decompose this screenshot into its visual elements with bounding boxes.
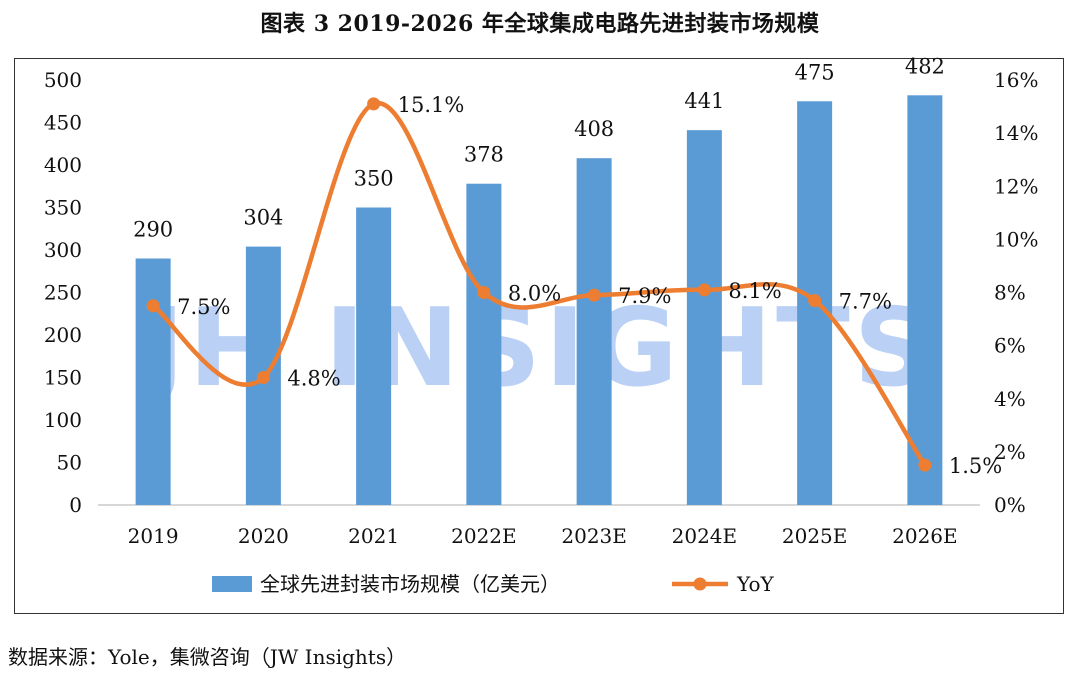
bar-data-label: 408 (574, 117, 614, 141)
y-right-tick-label: 2% (994, 440, 1026, 464)
y-left-tick-label: 300 (44, 238, 82, 262)
y-left-tick-label: 150 (44, 366, 82, 390)
legend-label-line: YoY (736, 572, 775, 596)
yoy-data-label: 8.1% (728, 279, 781, 303)
yoy-data-label: 7.5% (177, 295, 230, 319)
y-left-tick-label: 450 (44, 111, 82, 135)
yoy-marker (477, 286, 491, 299)
yoy-marker (146, 299, 160, 313)
bar (466, 183, 502, 505)
source-note: 数据来源：Yole，集微咨询（JW Insights） (8, 645, 407, 669)
x-tick-label: 2026E (892, 524, 958, 548)
yoy-marker (697, 283, 711, 297)
yoy-marker (367, 97, 381, 111)
y-right-tick-label: 10% (994, 227, 1038, 251)
bar-data-label: 441 (684, 89, 724, 113)
y-right-tick-label: 6% (994, 334, 1026, 358)
x-tick-label: 2025E (782, 524, 848, 548)
chart-title: 图表 3 2019-2026 年全球集成电路先进封装市场规模 (260, 11, 820, 37)
legend-swatch-marker (693, 577, 707, 591)
bar (356, 207, 392, 505)
x-tick-label: 2023E (561, 524, 627, 548)
legend-swatch-bar (212, 576, 252, 592)
y-left-tick-label: 350 (44, 196, 82, 220)
x-tick-label: 2024E (672, 524, 738, 548)
yoy-data-label: 4.8% (287, 367, 340, 391)
yoy-marker (918, 458, 932, 472)
y-right-tick-label: 0% (994, 493, 1026, 517)
yoy-data-label: 1.5% (949, 454, 1002, 478)
y-left-tick-label: 500 (44, 68, 82, 92)
y-left-tick-label: 0 (69, 493, 82, 517)
yoy-data-label: 8.0% (508, 282, 561, 306)
bar (135, 258, 171, 505)
bar-data-label: 350 (354, 167, 394, 191)
x-tick-label: 2019 (128, 524, 179, 548)
yoy-data-label: 7.7% (839, 289, 892, 313)
bar-data-label: 475 (795, 60, 835, 84)
bar-data-label: 482 (905, 54, 945, 78)
legend-label-bar: 全球先进封装市场规模（亿美元） (260, 572, 560, 596)
yoy-data-label: 7.9% (618, 284, 671, 308)
y-left-tick-label: 50 (57, 451, 82, 475)
bar (907, 95, 943, 506)
chart-frame (14, 58, 1064, 614)
x-tick-label: 2022E (451, 524, 517, 548)
y-right-tick-label: 14% (994, 121, 1038, 145)
y-left-tick-label: 250 (44, 281, 82, 305)
y-left-tick-label: 200 (44, 323, 82, 347)
yoy-marker (256, 371, 270, 384)
y-left-tick-label: 400 (44, 153, 82, 177)
y-right-tick-label: 8% (994, 281, 1026, 305)
bar-data-label: 290 (133, 218, 173, 242)
x-tick-label: 2021 (348, 524, 399, 548)
bar-data-label: 304 (243, 206, 283, 230)
y-right-tick-label: 4% (994, 387, 1026, 411)
bar (576, 158, 612, 505)
y-right-tick-label: 12% (994, 174, 1038, 198)
yoy-data-label: 15.1% (398, 93, 465, 117)
yoy-marker (808, 293, 822, 307)
y-left-tick-label: 100 (44, 408, 82, 432)
yoy-marker (587, 288, 601, 302)
y-right-tick-label: 16% (994, 68, 1038, 92)
bar-data-label: 378 (464, 143, 504, 167)
bar (686, 130, 722, 505)
x-tick-label: 2020 (238, 524, 289, 548)
